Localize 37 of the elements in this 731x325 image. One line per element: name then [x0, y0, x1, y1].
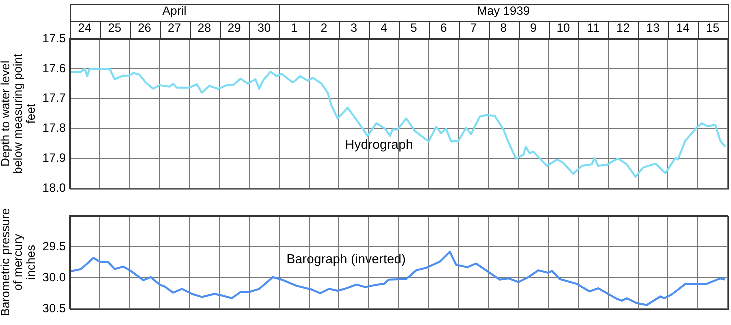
- x-tick-label: 13: [646, 21, 660, 36]
- series-label: Hydrograph: [345, 136, 414, 152]
- x-tick-label: 7: [470, 21, 478, 36]
- y-tick-label: 17.9: [42, 151, 66, 166]
- x-tick-label: 2: [320, 21, 328, 36]
- x-tick-label: 5: [410, 21, 418, 36]
- x-tick-label: 14: [676, 21, 690, 36]
- y-tick-label: 17.5: [42, 31, 66, 46]
- x-tick-label: 29: [228, 21, 242, 36]
- x-tick-label: 30: [258, 21, 272, 36]
- x-tick-label: 28: [198, 21, 212, 36]
- x-tick-label: 1: [290, 21, 298, 36]
- x-tick-label: 9: [530, 21, 538, 36]
- x-tick-label: 3: [350, 21, 358, 36]
- x-tick-label: 26: [138, 21, 152, 36]
- x-tick-label: 24: [78, 21, 92, 36]
- x-tick-label: 6: [440, 21, 448, 36]
- y-tick-label: 17.6: [42, 61, 66, 76]
- x2-tick-label: May 1939: [477, 4, 530, 18]
- x-tick-label: 27: [168, 21, 182, 36]
- y-tick-label: 18.0: [42, 181, 66, 196]
- x-tick-label: 15: [706, 21, 720, 36]
- x-tick-label: 25: [108, 21, 122, 36]
- x-tick-label: 4: [380, 21, 388, 36]
- series-label: Barograph (inverted): [286, 251, 406, 266]
- x-tick-label: 10: [556, 21, 570, 36]
- y-tick-label: 17.7: [42, 91, 66, 106]
- y-axis-title: Barometric pressure of mercury inches: [0, 208, 38, 317]
- y-axis-title: Depth to water level below measuring point feet: [0, 53, 38, 174]
- y-tick-label: 17.8: [42, 121, 66, 136]
- y-tick-label: 29.5: [42, 239, 66, 254]
- x-tick-label: 12: [616, 21, 630, 36]
- x2-tick-label: April: [162, 4, 187, 18]
- x-tick-label: 8: [500, 21, 508, 36]
- y-tick-label: 30.0: [42, 270, 66, 284]
- y-tick-label: 30.5: [42, 301, 66, 316]
- x-tick-label: 11: [587, 21, 600, 36]
